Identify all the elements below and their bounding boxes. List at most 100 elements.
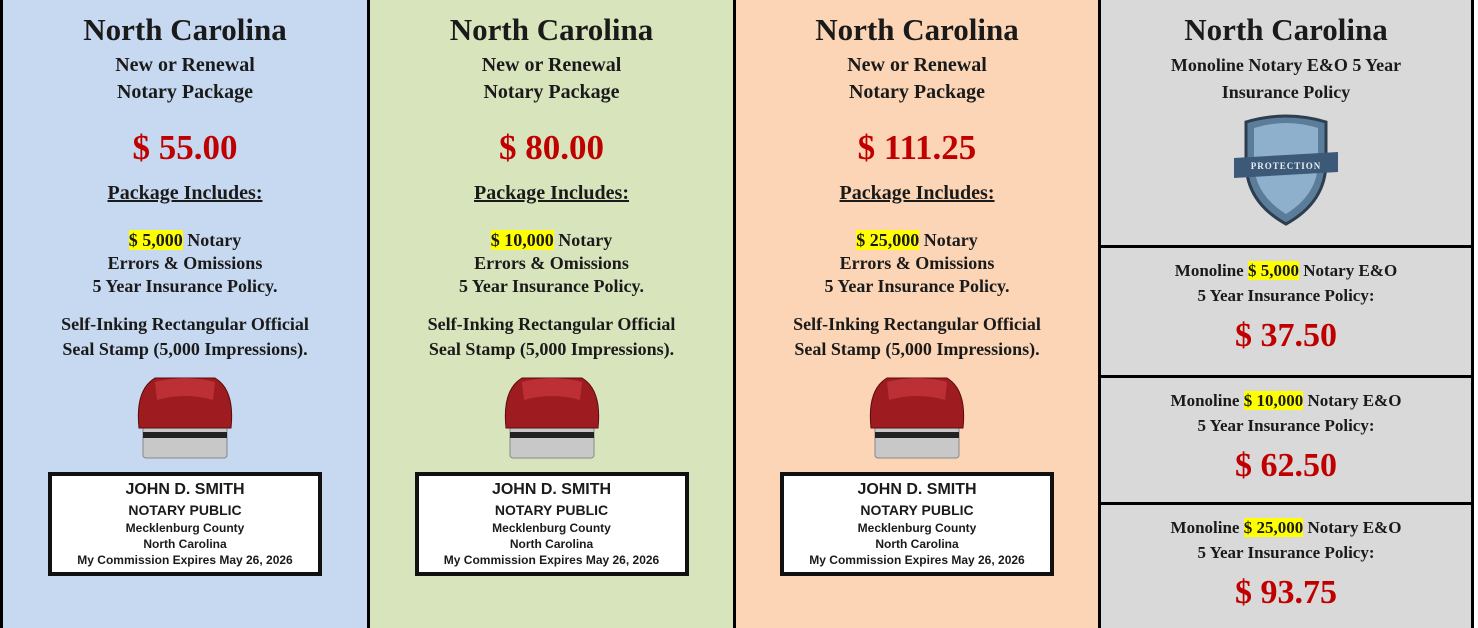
stamp-line: Self-Inking Rectangular Official [736, 312, 1098, 337]
state: North Carolina [370, 12, 733, 48]
option-prefix: Monoline [1175, 261, 1244, 280]
option-price: $ 62.50 [1101, 446, 1471, 486]
coverage-line: $ 10,000 Notary [370, 229, 733, 252]
coverage-line: 5 Year Insurance Policy. [370, 275, 733, 298]
seal-line: North Carolina [419, 536, 685, 552]
state: North Carolina [736, 12, 1098, 48]
option-prefix: Monoline [1171, 391, 1240, 410]
stamp-figure [736, 370, 1098, 462]
includes-text: Package Includes: [840, 182, 995, 204]
option-price: $ 37.50 [1101, 316, 1471, 356]
price: $ 55.00 [3, 128, 367, 168]
coverage-amount: $ 5,000 [129, 230, 183, 250]
seal-line: Mecklenburg County [419, 520, 685, 536]
stamp-image [125, 370, 245, 462]
seal-line: NOTARY PUBLIC [52, 500, 318, 520]
seal-line: My Commission Expires May 26, 2026 [419, 552, 685, 568]
coverage-line: Errors & Omissions [370, 252, 733, 275]
option-suffix: Notary E&O [1307, 518, 1401, 537]
seal-line: My Commission Expires May 26, 2026 [52, 552, 318, 568]
option-line: 5 Year Insurance Policy: [1101, 413, 1471, 438]
title-line: Notary Package [3, 79, 367, 106]
seal-line: Mecklenburg County [52, 520, 318, 536]
seal-line: JOHN D. SMITH [419, 480, 685, 500]
seal-line: Mecklenburg County [784, 520, 1050, 536]
coverage-text: Notary [187, 230, 241, 250]
state: North Carolina [1101, 12, 1471, 48]
option-prefix: Monoline [1171, 518, 1240, 537]
coverage-amount: $ 10,000 [491, 230, 554, 250]
option-amount: $ 10,000 [1244, 391, 1304, 410]
title-line: New or Renewal [370, 52, 733, 79]
option-line: Monoline $ 25,000 Notary E&O [1101, 515, 1471, 540]
title-line: Insurance Policy [1101, 79, 1471, 106]
stamp-image [492, 370, 612, 462]
price: $ 111.25 [736, 128, 1098, 168]
shield-image: PROTECTION [1226, 112, 1346, 227]
title-line: Notary Package [736, 79, 1098, 106]
stamp-line: Self-Inking Rectangular Official [3, 312, 367, 337]
option-suffix: Notary E&O [1303, 261, 1397, 280]
coverage-text: Notary [558, 230, 612, 250]
stamp-line: Self-Inking Rectangular Official [370, 312, 733, 337]
stamp-line: Seal Stamp (5,000 Impressions). [370, 337, 733, 362]
seal-line: North Carolina [52, 536, 318, 552]
price: $ 80.00 [370, 128, 733, 168]
seal-line: My Commission Expires May 26, 2026 [784, 552, 1050, 568]
stamp-line: Seal Stamp (5,000 Impressions). [736, 337, 1098, 362]
includes-text: Package Includes: [474, 182, 629, 204]
seal-line: JOHN D. SMITH [52, 480, 318, 500]
coverage-line: $ 25,000 Notary [736, 229, 1098, 252]
title-line: Notary Package [370, 79, 733, 106]
coverage-line: 5 Year Insurance Policy. [3, 275, 367, 298]
includes-text: Package Includes: [108, 182, 263, 204]
option-amount: $ 5,000 [1248, 261, 1299, 280]
stamp-figure [3, 370, 367, 462]
coverage-line: Errors & Omissions [736, 252, 1098, 275]
seal-line: North Carolina [784, 536, 1050, 552]
stamp-line: Seal Stamp (5,000 Impressions). [3, 337, 367, 362]
option-suffix: Notary E&O [1307, 391, 1401, 410]
coverage-line: 5 Year Insurance Policy. [736, 275, 1098, 298]
shield-text: PROTECTION [1251, 161, 1322, 171]
stamp-image [857, 370, 977, 462]
coverage-text: Notary [924, 230, 978, 250]
option-line: 5 Year Insurance Policy: [1101, 283, 1471, 308]
coverage-line: $ 5,000 Notary [3, 229, 367, 252]
monoline-column: North Carolina Monoline Notary E&O 5 Year… [1101, 0, 1474, 628]
option-price: $ 93.75 [1101, 573, 1471, 613]
shield-figure: PROTECTION [1101, 112, 1471, 232]
seal-line: NOTARY PUBLIC [419, 500, 685, 520]
seal-line: NOTARY PUBLIC [784, 500, 1050, 520]
pricing-page: North CarolinaNew or RenewalNotary Packa… [0, 0, 1474, 628]
title-line: Monoline Notary E&O 5 Year [1101, 52, 1471, 79]
state: North Carolina [3, 12, 367, 48]
coverage-amount: $ 25,000 [856, 230, 919, 250]
includes-heading: Package Includes: [3, 182, 367, 205]
title-line: New or Renewal [3, 52, 367, 79]
includes-heading: Package Includes: [370, 182, 733, 205]
option-line: Monoline $ 10,000 Notary E&O [1101, 388, 1471, 413]
option-line: 5 Year Insurance Policy: [1101, 540, 1471, 565]
title-line: New or Renewal [736, 52, 1098, 79]
option-line: Monoline $ 5,000 Notary E&O [1101, 258, 1471, 283]
